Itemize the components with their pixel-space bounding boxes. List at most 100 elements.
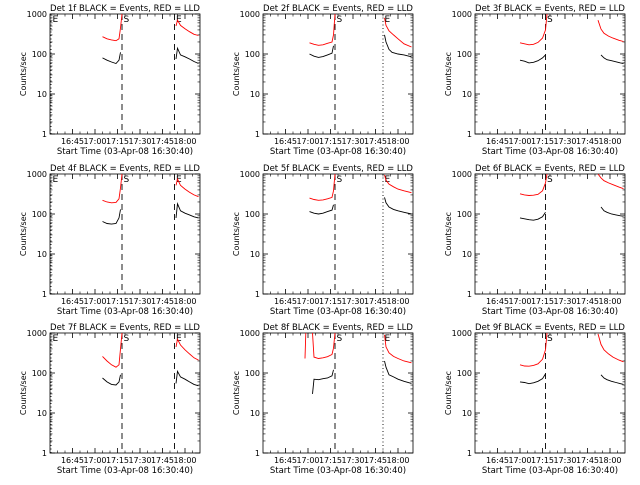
marker-label: S [124, 334, 130, 344]
x-tick-label: 17:00 [508, 297, 531, 306]
panel-title: Det 3f BLACK = Events, RED = LLD [475, 4, 625, 14]
x-tick-label: 17:30 [341, 297, 364, 306]
events-series-line [175, 46, 199, 64]
y-axis-label: Counts/sec [19, 371, 28, 415]
marker-label: E [176, 334, 182, 344]
marker-label: E [53, 175, 59, 185]
panel-8: Det 8f BLACK = Events, RED = LLD 1 10 100 10… [232, 323, 413, 476]
marker-label: S [337, 15, 343, 25]
panel-9: Det 9f BLACK = Events, RED = LLD 1 10 100 10… [444, 323, 625, 476]
x-tick-label: 17:30 [128, 456, 151, 465]
events-series-line [102, 374, 121, 386]
events-series-line [309, 45, 334, 58]
x-tick-label: 17:00 [83, 297, 106, 306]
x-axis-label: Start Time (03-Apr-08 16:30:40) [57, 466, 193, 476]
x-tick-label: 18:00 [386, 456, 409, 465]
x-tick-label: 16:45 [274, 137, 297, 146]
y-tick-label: 10 [462, 250, 472, 259]
y-tick-label: 1000 [240, 329, 260, 338]
panel-title: Det 7f BLACK = Events, RED = LLD [50, 323, 200, 333]
y-axis-label: Counts/sec [19, 212, 28, 256]
series-group [309, 174, 412, 215]
plot-frame [474, 13, 626, 135]
marker-label: S [547, 15, 553, 25]
y-tick-label: 100 [457, 50, 472, 59]
marker-label: S [124, 15, 130, 25]
lld-series-line [304, 333, 307, 359]
x-tick-label: 17:45 [364, 137, 387, 146]
x-tick-label: 16:45 [486, 137, 509, 146]
y-tick-label: 1 [42, 130, 47, 139]
panel-7: Det 7f BLACK = Events, RED = LLD 1 10 100 10… [19, 323, 200, 476]
x-tick-label: 18:00 [598, 456, 621, 465]
y-tick-label: 1 [255, 449, 260, 458]
x-tick-label: 17:15 [531, 297, 554, 306]
x-tick-label: 17:00 [296, 137, 319, 146]
y-tick-label: 10 [462, 90, 472, 99]
y-axis-label: Counts/sec [444, 212, 453, 256]
y-tick-label: 1 [255, 290, 260, 299]
panel-title: Det 5f BLACK = Events, RED = LLD [263, 164, 413, 174]
x-tick-label: 18:00 [598, 137, 621, 146]
y-tick-label: 100 [245, 210, 260, 219]
y-tick-label: 1000 [452, 329, 472, 338]
marker-label: E [385, 334, 391, 344]
marker-label: S [547, 334, 553, 344]
x-tick-label: 17:15 [106, 137, 129, 146]
events-series-line [519, 212, 546, 221]
x-axis-label: Start Time (03-Apr-08 16:30:40) [270, 147, 406, 157]
plot-frame [262, 332, 414, 454]
lld-series-line [597, 333, 624, 363]
events-series-line [175, 202, 199, 219]
x-tick-label: 17:45 [364, 456, 387, 465]
events-series-line [600, 206, 624, 217]
x-tick-label: 17:30 [553, 297, 576, 306]
x-tick-label: 16:45 [61, 137, 84, 146]
x-tick-label: 17:15 [531, 137, 554, 146]
y-tick-label: 1000 [452, 170, 472, 179]
lld-series-line [597, 174, 624, 190]
y-axis-label: Counts/sec [232, 52, 241, 96]
marker-label: E [385, 175, 391, 185]
marker-label: E [176, 15, 182, 25]
y-tick-label: 10 [37, 409, 47, 418]
series-group [309, 14, 412, 58]
marker-label: E [53, 15, 59, 25]
lld-series-line [102, 333, 123, 368]
plot-frame [262, 173, 414, 295]
panel-title: Det 6f BLACK = Events, RED = LLD [475, 164, 625, 174]
lld-series-line [384, 174, 412, 194]
x-axis-label: Start Time (03-Apr-08 16:30:40) [57, 147, 193, 157]
x-tick-label: 17:45 [364, 297, 387, 306]
panel-title: Det 9f BLACK = Events, RED = LLD [475, 323, 625, 333]
panel-4: Det 4f BLACK = Events, RED = LLD 1 10 100 10… [19, 164, 200, 317]
lld-series-line [309, 174, 336, 201]
y-tick-label: 1 [255, 130, 260, 139]
panel-title: Det 8f BLACK = Events, RED = LLD [263, 323, 413, 333]
x-tick-label: 17:45 [151, 456, 174, 465]
y-tick-label: 10 [37, 250, 47, 259]
x-tick-label: 18:00 [386, 137, 409, 146]
y-tick-label: 1000 [452, 10, 472, 19]
x-axis-label: Start Time (03-Apr-08 16:30:40) [482, 147, 618, 157]
events-series-line [384, 34, 412, 58]
x-tick-label: 16:45 [274, 456, 297, 465]
lld-series-line [519, 14, 548, 46]
panel-title: Det 2f BLACK = Events, RED = LLD [263, 4, 413, 14]
x-tick-label: 18:00 [173, 137, 196, 146]
x-tick-label: 17:15 [531, 456, 554, 465]
x-tick-label: 17:00 [296, 456, 319, 465]
x-axis-label: Start Time (03-Apr-08 16:30:40) [482, 307, 618, 317]
y-tick-label: 1 [467, 449, 472, 458]
events-series-line [384, 360, 412, 384]
events-series-line [384, 197, 412, 215]
x-tick-label: 17:00 [83, 137, 106, 146]
series-group [102, 14, 199, 65]
lld-series-line [102, 174, 123, 204]
series-group [304, 333, 412, 394]
x-tick-label: 17:45 [576, 456, 599, 465]
panel-3: Det 3f BLACK = Events, RED = LLD 1 10 100 10… [444, 4, 625, 157]
lld-series-line [175, 19, 199, 36]
x-tick-label: 16:45 [486, 297, 509, 306]
x-tick-label: 17:45 [576, 297, 599, 306]
